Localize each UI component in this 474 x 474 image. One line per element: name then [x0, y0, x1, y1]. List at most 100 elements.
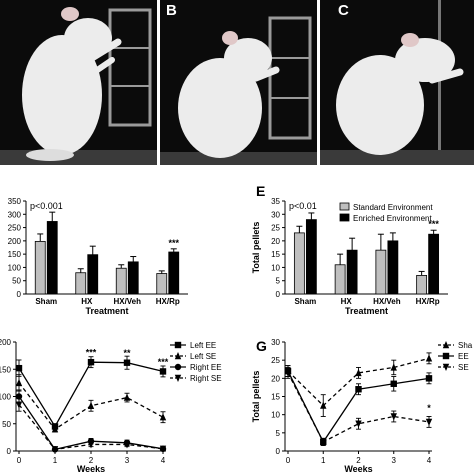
- y-tick-label: 10: [271, 411, 280, 420]
- bar: [87, 254, 99, 295]
- y-tick-label: 150: [0, 365, 12, 374]
- y-tick-label: 35: [271, 197, 280, 206]
- photo-panel-b: B: [160, 0, 317, 165]
- bar: [75, 272, 87, 295]
- x-tick-label: Sham: [294, 297, 316, 306]
- legend-label: SE: [458, 363, 469, 372]
- significance-marker: **: [123, 348, 131, 358]
- significance-marker: ***: [86, 348, 97, 358]
- x-tick-label: 2: [89, 456, 94, 465]
- y-tick-label: 15: [271, 393, 280, 402]
- data-point: [284, 369, 292, 377]
- bar: [127, 261, 139, 295]
- significance-marker: *: [427, 403, 431, 413]
- rat-reaching-image: [0, 0, 157, 165]
- legend-marker: [174, 363, 182, 371]
- y-axis-label: Total pellets: [251, 222, 261, 274]
- x-tick-label: 4: [161, 456, 166, 465]
- legend-label: EE: [458, 352, 469, 361]
- x-axis-label: Treatment: [345, 306, 388, 316]
- legend-swatch: [339, 213, 350, 222]
- photo-panel-c: C: [320, 0, 474, 165]
- bar: [293, 232, 305, 295]
- data-point: [355, 386, 362, 393]
- significance-marker: ***: [158, 357, 169, 367]
- bar: [34, 240, 46, 295]
- x-tick-label: HX/Rp: [156, 297, 180, 306]
- y-tick-label: 0: [276, 447, 281, 456]
- data-point: [320, 401, 327, 409]
- y-tick-label: 0: [276, 290, 281, 299]
- legend-marker: [442, 352, 450, 360]
- y-tick-label: 25: [271, 356, 280, 365]
- legend-label: Enriched Environment: [353, 214, 432, 223]
- data-point: [51, 425, 59, 433]
- data-point: [355, 420, 362, 428]
- bar: [334, 264, 346, 295]
- legend-marker: [174, 374, 182, 382]
- x-tick-label: 3: [125, 456, 130, 465]
- bar: [115, 267, 127, 295]
- y-tick-label: 20: [271, 237, 280, 246]
- data-point: [87, 401, 95, 409]
- x-tick-label: 0: [286, 456, 291, 465]
- x-tick-label: HX/Veh: [113, 297, 141, 306]
- panel-letter-g: G: [256, 338, 267, 354]
- y-tick-label: 30: [271, 338, 280, 347]
- legend-label: Right EE: [190, 363, 222, 372]
- y-tick-label: 250: [8, 224, 22, 233]
- bar: [156, 273, 168, 295]
- significance-marker: ***: [168, 238, 179, 248]
- bar: [168, 251, 180, 295]
- data-point: [159, 445, 167, 453]
- data-point: [425, 375, 433, 382]
- bar: [46, 221, 58, 295]
- bar: [375, 249, 387, 295]
- data-point: [390, 413, 397, 421]
- legend-label: Left SE: [190, 352, 216, 361]
- data-point: [390, 363, 397, 371]
- data-point: [123, 393, 131, 401]
- y-tick-label: 5: [276, 277, 281, 286]
- x-tick-label: HX: [81, 297, 93, 306]
- bar: [305, 219, 317, 295]
- x-tick-label: 1: [53, 456, 58, 465]
- y-tick-label: 300: [8, 210, 22, 219]
- y-tick-label: 5: [276, 429, 281, 438]
- data-point: [123, 441, 131, 449]
- x-tick-label: HX: [341, 297, 353, 306]
- p-value-annotation: p<0.001: [30, 201, 63, 211]
- y-tick-label: 25: [271, 224, 280, 233]
- data-point: [159, 368, 167, 375]
- x-tick-label: 1: [321, 456, 326, 465]
- data-point: [15, 364, 23, 372]
- x-tick-label: 4: [427, 456, 432, 465]
- y-tick-label: 100: [0, 393, 12, 402]
- rat-eating-image: [320, 0, 474, 165]
- y-tick-label: 10: [271, 263, 280, 272]
- y-tick-label: 100: [8, 263, 22, 272]
- x-tick-label: HX/Rp: [416, 297, 440, 306]
- legend-label: Right SE: [190, 374, 222, 383]
- data-point: [425, 418, 433, 426]
- bar: [387, 240, 399, 295]
- bar: [428, 233, 440, 295]
- x-tick-label: 0: [17, 456, 22, 465]
- series-line: [287, 372, 430, 443]
- y-axis-label: Total pellets: [251, 371, 261, 423]
- legend-marker: [442, 363, 450, 371]
- y-tick-label: 50: [2, 420, 11, 429]
- x-axis-label: Treatment: [85, 306, 128, 316]
- y-tick-label: 15: [271, 250, 280, 259]
- x-tick-label: HX/Veh: [373, 297, 401, 306]
- y-tick-label: 200: [0, 338, 12, 347]
- data-point: [159, 413, 167, 421]
- data-point: [87, 441, 95, 449]
- panel-letter-b: B: [166, 2, 177, 19]
- x-axis-label: Weeks: [344, 464, 372, 474]
- y-tick-label: 150: [8, 250, 22, 259]
- data-point: [51, 446, 59, 454]
- data-point: [425, 354, 433, 362]
- data-point: [123, 359, 131, 366]
